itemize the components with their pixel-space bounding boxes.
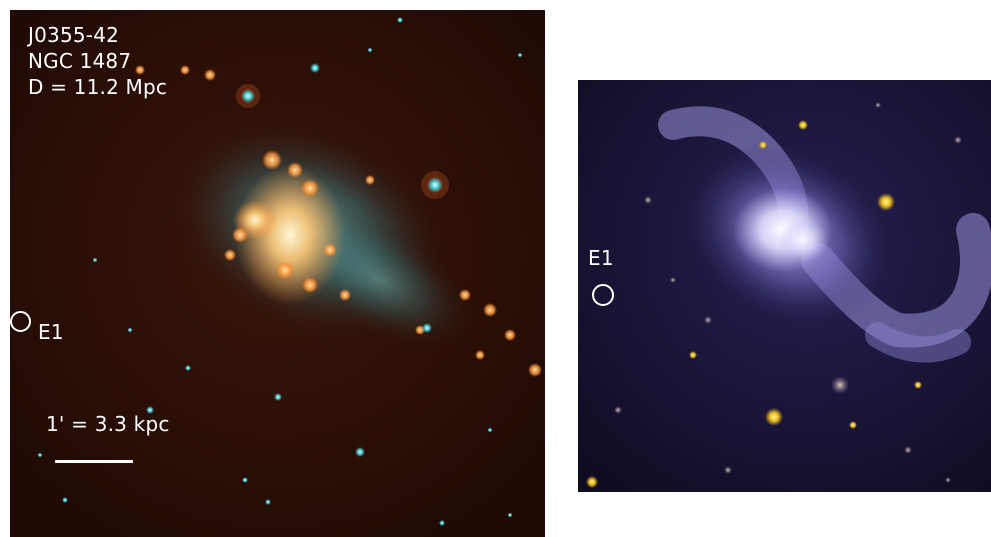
distance-label: D = 11.2 Mpc	[28, 75, 168, 99]
e1-label: E1	[38, 320, 64, 344]
galaxy-name-label: NGC 1487	[28, 49, 132, 73]
left-galaxy-core	[235, 165, 345, 305]
scale-bar-label: 1' = 3.3 kpc	[46, 412, 170, 436]
right-galaxy-image	[578, 80, 991, 492]
right-e1-circle-marker	[592, 284, 614, 306]
e1-circle-marker	[10, 311, 31, 332]
right-image-panel: E1	[578, 80, 991, 492]
object-id-label: J0355-42	[28, 23, 120, 47]
scale-bar	[55, 460, 133, 463]
left-galaxy-image	[10, 10, 545, 537]
lower-arm-outer	[865, 322, 971, 363]
left-image-panel: J0355-42 NGC 1487 D = 11.2 Mpc E1 1' = 3…	[10, 10, 545, 537]
right-core-knot	[778, 218, 828, 262]
right-e1-label: E1	[588, 246, 614, 270]
right-faint-sources	[614, 102, 962, 483]
left-stars	[37, 17, 523, 526]
left-knots	[135, 65, 542, 377]
right-stars	[586, 120, 922, 488]
